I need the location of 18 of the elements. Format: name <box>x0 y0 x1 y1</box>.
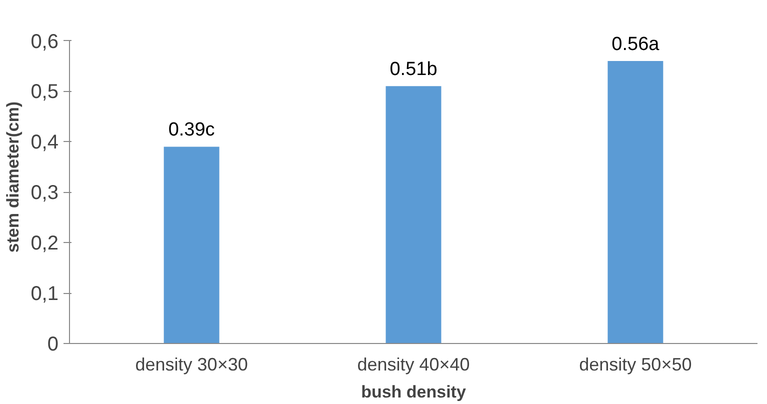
x-tick-label: density 40×40 <box>357 354 470 374</box>
data-label: 0.56a <box>612 34 660 55</box>
y-tick-label: 0,2 <box>30 232 59 255</box>
y-tick-label: 0 <box>47 334 58 356</box>
y-axis-title: stem diameter(cm) <box>4 101 23 253</box>
y-tick-label: 0,3 <box>30 182 59 204</box>
bar <box>608 60 664 344</box>
x-tick-label: density 30×30 <box>135 354 248 374</box>
y-tick-label: 0,6 <box>30 30 59 53</box>
y-tick-label: 0,1 <box>30 283 59 306</box>
y-tick-label: 0,5 <box>30 81 59 104</box>
y-tick-label: 0,4 <box>30 132 59 154</box>
bar <box>164 146 220 344</box>
data-label: 0.51b <box>390 59 438 80</box>
data-label: 0.39c <box>168 120 215 141</box>
x-tick-label: density 50×50 <box>579 354 692 374</box>
bar <box>386 86 442 344</box>
x-axis-title: bush density <box>361 382 466 402</box>
